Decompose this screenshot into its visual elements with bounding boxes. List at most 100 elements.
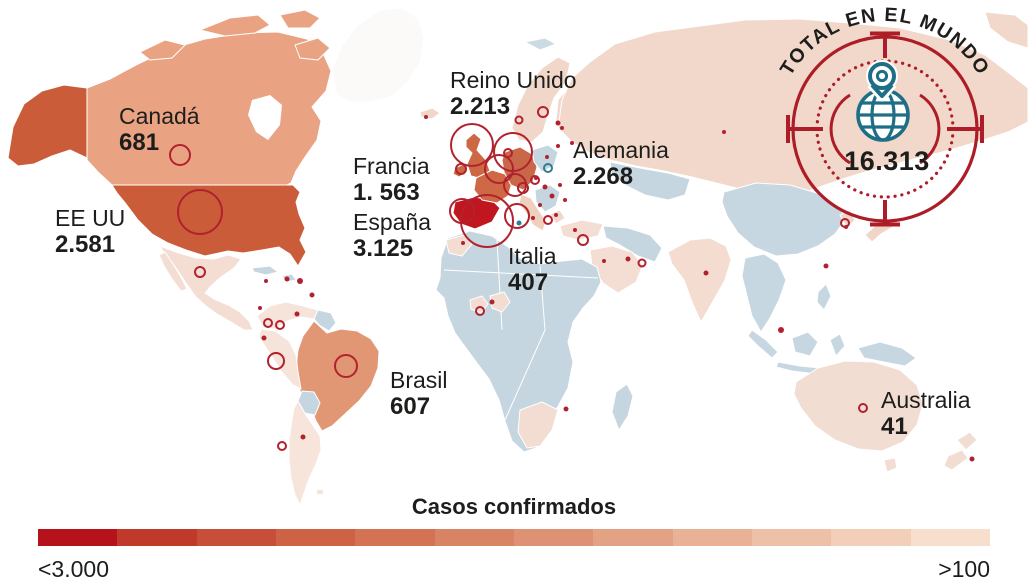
case-bubble-ring <box>275 320 285 330</box>
case-bubble-ring <box>169 144 191 166</box>
country-india <box>667 237 732 323</box>
country-peru <box>258 328 302 390</box>
country-name: Alemania <box>573 137 669 163</box>
baja-california <box>158 251 188 292</box>
case-bubble-dot <box>461 241 465 245</box>
case-bubble-dot <box>489 299 495 305</box>
hudson-bay <box>248 95 282 140</box>
svalbard <box>524 37 557 51</box>
case-bubble-dot <box>284 276 290 282</box>
country-morocco <box>445 234 473 257</box>
legend-segment <box>593 529 673 546</box>
case-bubble-ring <box>514 115 524 125</box>
case-bubble-ring <box>517 182 529 194</box>
case-bubble-dot <box>558 183 562 187</box>
legend-segment <box>196 529 276 546</box>
case-bubble-dot <box>554 213 558 217</box>
case-bubble-tdot <box>516 220 522 226</box>
case-bubble-dot <box>844 225 848 229</box>
island-sumatra <box>747 329 779 359</box>
legend-segment <box>751 529 832 546</box>
case-bubble-ring <box>475 306 485 316</box>
country-value: 2.581 <box>55 231 116 258</box>
country-alaska <box>7 84 88 167</box>
country-russia-northeast <box>984 11 1028 49</box>
country-nigeria <box>489 291 511 313</box>
country-name: Reino Unido <box>450 67 577 93</box>
country-name: Canadá <box>119 103 200 129</box>
country-name: Brasil <box>390 367 448 393</box>
case-bubble-dot <box>531 216 535 220</box>
africa-border <box>504 265 546 421</box>
country-value: 607 <box>390 393 431 420</box>
case-bubble-dot <box>778 327 784 333</box>
country-madagascar <box>611 383 634 431</box>
case-bubble-dot <box>703 270 709 276</box>
country-cuba <box>251 265 279 276</box>
africa-border <box>443 269 599 279</box>
case-bubble-dot <box>258 306 262 310</box>
case-bubble-dot <box>309 292 315 298</box>
country-value: 681 <box>119 129 160 156</box>
case-bubble-dot <box>560 126 564 130</box>
case-bubble-dot <box>549 193 555 199</box>
country-usa <box>111 184 307 267</box>
region-southeast-asia <box>741 253 787 333</box>
case-bubble-dot <box>261 335 267 341</box>
country-value: 3.125 <box>353 235 414 262</box>
case-bubble-ring <box>455 163 467 175</box>
country-new-zealand-north <box>956 431 978 451</box>
country-turkey <box>559 219 604 241</box>
legend-segment <box>38 529 118 546</box>
country-canada-islands <box>279 9 321 29</box>
country-canada-islands <box>139 39 186 61</box>
case-bubble-dot <box>542 184 548 190</box>
badge-tick-north <box>870 31 900 58</box>
case-bubble-dot <box>722 130 726 134</box>
map-layer <box>7 7 1028 506</box>
badge-bracket-right <box>919 93 941 165</box>
case-bubble-dot <box>563 406 569 412</box>
legend-segment <box>831 529 911 546</box>
legend-segment <box>434 529 514 546</box>
country-italy <box>518 193 547 232</box>
legend-segment <box>672 529 752 546</box>
country-scandinavia <box>511 56 571 143</box>
case-bubble-dot <box>570 141 574 145</box>
country-balkans <box>534 184 561 213</box>
legend-segment <box>513 529 594 546</box>
country-south-africa <box>517 401 559 449</box>
case-bubble-ring <box>194 266 206 278</box>
globe-pin-icon <box>856 60 910 142</box>
case-bubble-dot <box>573 228 577 232</box>
label-eeuu: EE UU 2.581 <box>55 206 125 259</box>
bubbles-layer <box>169 106 975 462</box>
country-value: 407 <box>508 269 549 296</box>
legend-title: Casos confirmados <box>411 494 617 519</box>
case-bubble-dot <box>555 120 561 126</box>
badge-tick-east <box>947 115 984 143</box>
label-italia: Italia 407 <box>508 244 557 297</box>
case-bubble-dot <box>823 263 829 269</box>
country-name: Francia <box>353 153 430 179</box>
label-espana: España 3.125 <box>353 210 431 263</box>
country-canada-islands <box>294 37 331 61</box>
case-bubble-dot <box>534 176 538 180</box>
country-argentina-chile <box>288 400 322 506</box>
country-china <box>721 182 846 257</box>
country-iceland <box>419 107 441 120</box>
case-bubble-dot <box>294 311 300 317</box>
island-borneo <box>791 331 819 357</box>
case-bubble-dot <box>563 198 567 202</box>
case-bubble-ring <box>277 441 287 451</box>
badge-bracket-left <box>829 93 851 165</box>
case-bubble-ring <box>530 175 540 185</box>
legend-min-label: <3.000 <box>38 556 109 578</box>
map-pin-icon <box>866 60 898 102</box>
country-value: 1. 563 <box>353 179 420 206</box>
case-bubble-ring <box>484 154 514 184</box>
case-bubble-ring <box>177 189 223 235</box>
case-bubble-dot <box>297 278 303 284</box>
